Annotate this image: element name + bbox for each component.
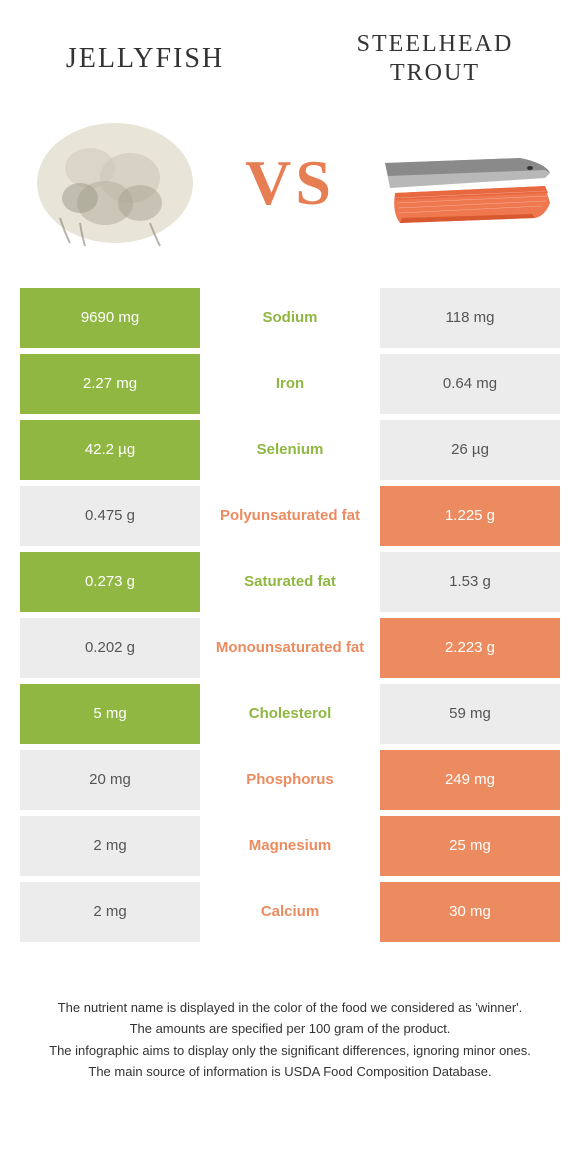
table-row: 0.475 gPolyunsaturated fat1.225 g xyxy=(20,486,560,546)
trout-image xyxy=(370,108,560,258)
left-value: 2.27 mg xyxy=(20,354,200,414)
nutrient-name: Magnesium xyxy=(200,816,380,876)
table-row: 42.2 µgSelenium26 µg xyxy=(20,420,560,480)
jellyfish-image xyxy=(20,108,210,258)
right-value: 249 mg xyxy=(380,750,560,810)
left-value: 0.475 g xyxy=(20,486,200,546)
nutrient-name: Cholesterol xyxy=(200,684,380,744)
nutrient-name: Monounsaturated fat xyxy=(200,618,380,678)
nutrient-name: Iron xyxy=(200,354,380,414)
left-value: 9690 mg xyxy=(20,288,200,348)
nutrient-name: Selenium xyxy=(200,420,380,480)
left-value: 2 mg xyxy=(20,882,200,942)
table-row: 5 mgCholesterol59 mg xyxy=(20,684,560,744)
table-row: 9690 mgSodium118 mg xyxy=(20,288,560,348)
footer-line: The amounts are specified per 100 gram o… xyxy=(30,1019,550,1039)
nutrient-name: Sodium xyxy=(200,288,380,348)
nutrient-name: Phosphorus xyxy=(200,750,380,810)
left-value: 5 mg xyxy=(20,684,200,744)
left-value: 20 mg xyxy=(20,750,200,810)
right-value: 25 mg xyxy=(380,816,560,876)
table-row: 20 mgPhosphorus249 mg xyxy=(20,750,560,810)
header: Jellyfish Steelhead trout xyxy=(0,0,580,98)
right-value: 30 mg xyxy=(380,882,560,942)
left-value: 0.202 g xyxy=(20,618,200,678)
table-row: 0.202 gMonounsaturated fat2.223 g xyxy=(20,618,560,678)
right-value: 2.223 g xyxy=(380,618,560,678)
footer-line: The nutrient name is displayed in the co… xyxy=(30,998,550,1018)
right-value: 1.53 g xyxy=(380,552,560,612)
images-row: VS xyxy=(0,98,580,288)
right-value: 0.64 mg xyxy=(380,354,560,414)
nutrient-name: Calcium xyxy=(200,882,380,942)
footer-line: The infographic aims to display only the… xyxy=(30,1041,550,1061)
footer: The nutrient name is displayed in the co… xyxy=(0,948,580,1104)
right-value: 26 µg xyxy=(380,420,560,480)
table-row: 2 mgMagnesium25 mg xyxy=(20,816,560,876)
right-value: 1.225 g xyxy=(380,486,560,546)
left-value: 2 mg xyxy=(20,816,200,876)
right-value: 118 mg xyxy=(380,288,560,348)
table-row: 0.273 gSaturated fat1.53 g xyxy=(20,552,560,612)
nutrient-table: 9690 mgSodium118 mg2.27 mgIron0.64 mg42.… xyxy=(20,288,560,942)
right-value: 59 mg xyxy=(380,684,560,744)
nutrient-name: Polyunsaturated fat xyxy=(200,486,380,546)
table-row: 2 mgCalcium30 mg xyxy=(20,882,560,942)
vs-label: VS xyxy=(245,146,335,220)
left-food-title: Jellyfish xyxy=(30,43,260,75)
nutrient-name: Saturated fat xyxy=(200,552,380,612)
left-value: 42.2 µg xyxy=(20,420,200,480)
footer-line: The main source of information is USDA F… xyxy=(30,1062,550,1082)
table-row: 2.27 mgIron0.64 mg xyxy=(20,354,560,414)
left-value: 0.273 g xyxy=(20,552,200,612)
right-food-title: Steelhead trout xyxy=(320,30,550,88)
